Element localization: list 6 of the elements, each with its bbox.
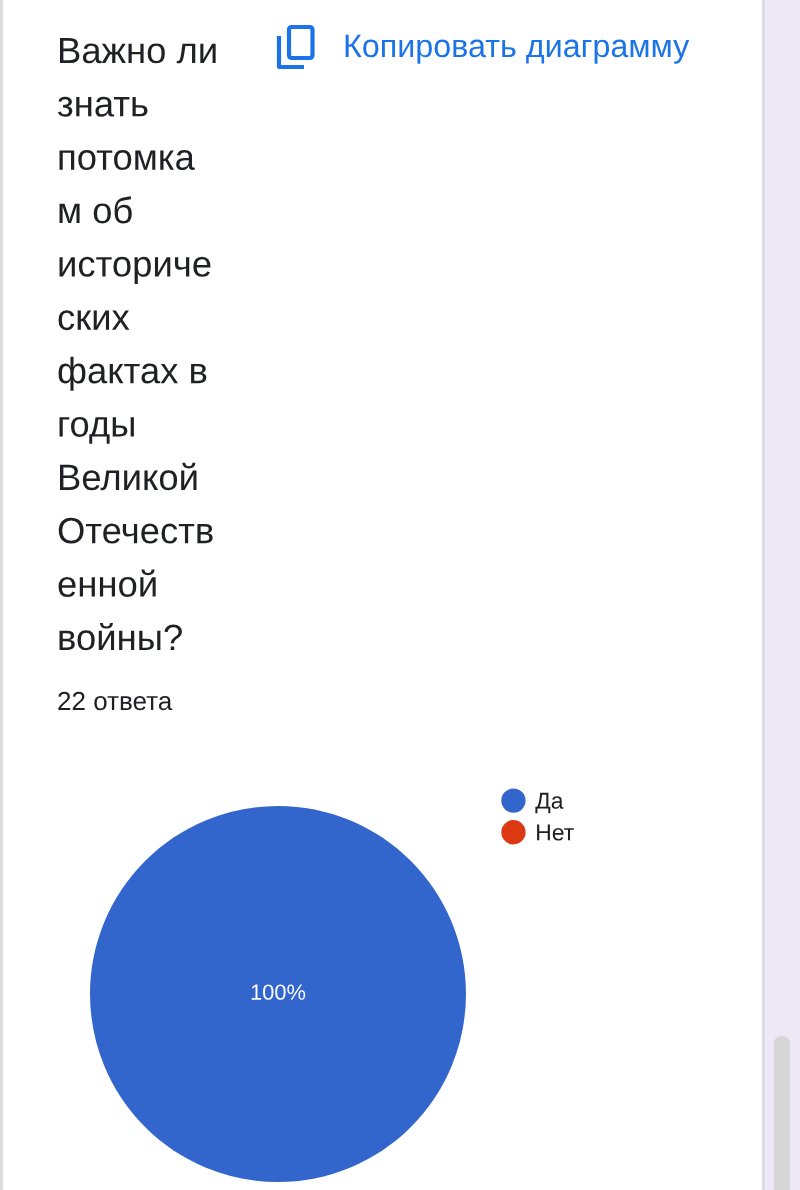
legend-label: Нет bbox=[537, 824, 574, 841]
data-label: 100% bbox=[251, 984, 306, 1000]
legend-label: Да bbox=[535, 792, 564, 814]
text: Копировать диаграмму bbox=[345, 34, 690, 64]
chart-subtitle: 22 ответа bbox=[58, 691, 173, 711]
chart-title: Важно ли знать потомкам об исторических фактах в годы Великой Отечественной войны? bbox=[57, 37, 216, 651]
